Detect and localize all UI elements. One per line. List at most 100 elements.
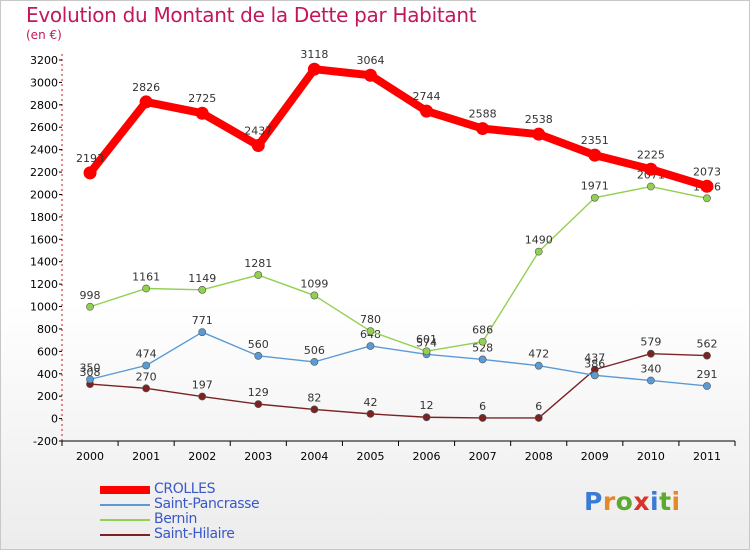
series-line-crolles xyxy=(86,65,711,191)
legend-label-saint-hilaire: Saint-Hilaire xyxy=(154,526,235,542)
data-point-bernin xyxy=(198,285,207,294)
data-label-crolles: 3064 xyxy=(356,54,384,67)
data-point-crolles xyxy=(476,122,490,136)
data-label-saint-pancrasse: 560 xyxy=(248,338,269,351)
data-point-bernin xyxy=(478,337,487,346)
data-point-saint-hilaire xyxy=(534,414,543,422)
y-tick-label: -200 xyxy=(33,435,58,448)
series-line-saint-pancrasse xyxy=(89,331,708,387)
x-tick-label: 2002 xyxy=(188,450,216,463)
data-label-bernin: 998 xyxy=(80,289,101,302)
data-label-saint-pancrasse: 771 xyxy=(192,314,213,327)
data-point-saint-hilaire xyxy=(142,384,151,393)
x-tick-label: 2000 xyxy=(76,450,104,463)
logo-letter: i xyxy=(671,487,681,516)
data-label-bernin: 1281 xyxy=(244,257,272,270)
data-label-crolles: 2225 xyxy=(637,148,665,161)
data-label-bernin: 1161 xyxy=(132,270,160,283)
logo-letter: x xyxy=(633,487,650,516)
data-point-bernin xyxy=(310,291,319,300)
logo-letter: i xyxy=(650,487,660,516)
data-label-saint-pancrasse: 506 xyxy=(304,344,325,357)
data-label-crolles: 2744 xyxy=(413,90,441,103)
data-point-bernin xyxy=(534,247,543,256)
data-label-saint-pancrasse: 472 xyxy=(528,348,549,361)
data-point-bernin xyxy=(590,193,599,202)
y-tick-label: 2200 xyxy=(30,166,58,179)
debt-line-chart: -200 0 200 400 600 800 1000 1200 1400 1600 1800 200… xyxy=(30,48,736,463)
x-tick-label: 2006 xyxy=(413,450,441,463)
data-point-crolles xyxy=(420,104,434,118)
y-tick-label: 1000 xyxy=(30,301,58,314)
x-tick-label: 2011 xyxy=(693,450,721,463)
data-point-bernin xyxy=(254,271,263,279)
data-point-saint-hilaire xyxy=(422,413,431,422)
data-label-crolles: 2193 xyxy=(76,152,104,165)
data-point-crolles xyxy=(195,106,209,120)
y-tick-label: 1600 xyxy=(30,233,58,246)
data-point-crolles xyxy=(83,166,97,180)
data-point-saint-pancrasse xyxy=(310,357,319,366)
data-point-saint-hilaire xyxy=(254,400,263,409)
data-point-crolles xyxy=(644,162,658,176)
data-label-saint-hilaire: 437 xyxy=(584,352,605,365)
data-point-saint-pancrasse xyxy=(142,361,151,370)
y-tick-label: 3000 xyxy=(30,76,58,89)
y-tick-label: 200 xyxy=(37,390,58,403)
y-tick-label: 600 xyxy=(37,345,58,358)
data-point-bernin xyxy=(646,182,655,191)
data-label-bernin: 1149 xyxy=(188,272,216,285)
data-label-saint-hilaire: 129 xyxy=(248,386,269,399)
data-point-saint-pancrasse xyxy=(366,342,375,350)
x-tick-label: 2003 xyxy=(244,450,272,463)
y-tick-label: 0 xyxy=(51,413,58,426)
data-label-saint-hilaire: 270 xyxy=(136,370,157,383)
data-point-saint-pancrasse xyxy=(198,328,207,337)
legend-swatch-bernin xyxy=(100,519,150,521)
data-label-crolles: 2826 xyxy=(132,81,160,94)
data-label-saint-hilaire: 579 xyxy=(640,336,661,349)
y-tick-label: 1800 xyxy=(30,211,58,224)
data-point-saint-pancrasse xyxy=(478,355,487,364)
data-point-crolles xyxy=(139,95,153,109)
data-point-saint-hilaire xyxy=(198,392,207,401)
data-point-bernin xyxy=(142,284,151,293)
data-point-saint-hilaire xyxy=(310,405,319,414)
data-label-saint-hilaire: 197 xyxy=(192,379,213,392)
logo-letter: P xyxy=(584,487,603,516)
legend-swatch-saint-pancrasse xyxy=(100,504,150,506)
data-point-saint-hilaire xyxy=(646,349,655,358)
logo-letter: t xyxy=(659,487,672,516)
data-point-saint-pancrasse xyxy=(646,376,655,385)
x-tick-label: 2005 xyxy=(356,450,384,463)
y-tick-label: 2600 xyxy=(30,121,58,134)
y-tick-label: 2800 xyxy=(30,99,58,112)
y-tick-label: 2400 xyxy=(30,144,58,157)
data-label-bernin: 686 xyxy=(472,324,493,337)
data-label-saint-pancrasse: 386 xyxy=(584,357,605,370)
data-point-saint-hilaire xyxy=(478,414,487,422)
x-tick-label: 2008 xyxy=(525,450,553,463)
data-label-saint-pancrasse: 574 xyxy=(416,336,437,349)
data-label-crolles: 2437 xyxy=(244,125,272,138)
data-label-crolles: 2725 xyxy=(188,92,216,105)
proxiti-logo[interactable]: Proxiti xyxy=(584,487,681,516)
data-point-saint-pancrasse xyxy=(703,382,711,390)
data-label-saint-hilaire: 82 xyxy=(307,391,321,404)
legend-swatch-crolles xyxy=(100,486,150,494)
data-point-crolles xyxy=(251,139,265,153)
data-point-saint-pancrasse xyxy=(534,361,543,370)
data-label-saint-pancrasse: 350 xyxy=(80,361,101,374)
legend-label-saint-pancrasse: Saint-Pancrasse xyxy=(154,496,260,512)
logo-letter: r xyxy=(602,487,616,516)
data-label-crolles: 2351 xyxy=(581,134,609,147)
x-tick-label: 2009 xyxy=(581,450,609,463)
data-label-saint-hilaire: 42 xyxy=(363,396,377,409)
y-tick-label: 2000 xyxy=(30,188,58,201)
data-point-saint-pancrasse xyxy=(254,351,263,360)
data-point-bernin xyxy=(366,327,375,336)
data-label-crolles: 2538 xyxy=(525,113,553,126)
data-label-crolles: 3118 xyxy=(300,48,328,61)
data-label-bernin: 1971 xyxy=(581,180,609,193)
